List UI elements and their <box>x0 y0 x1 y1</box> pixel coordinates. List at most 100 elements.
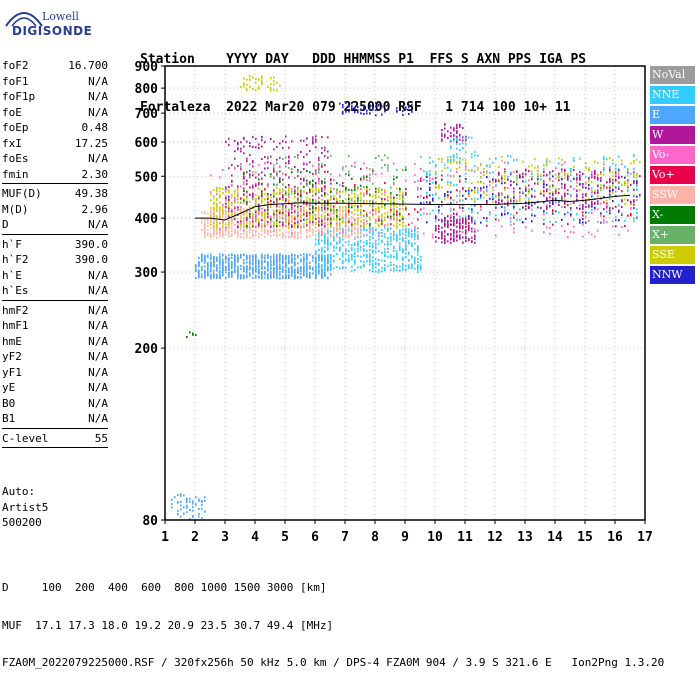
echo-point <box>276 212 278 214</box>
echo-point <box>420 266 422 268</box>
echo-point <box>531 220 533 222</box>
echo-point <box>408 240 410 242</box>
echo-point <box>636 174 638 176</box>
echo-point <box>330 183 332 185</box>
echo-point <box>243 202 245 204</box>
echo-point <box>549 221 551 223</box>
echo-point <box>243 190 245 192</box>
echo-point <box>369 216 371 218</box>
echo-point <box>471 240 473 242</box>
echo-point <box>270 156 272 158</box>
echo-point <box>351 254 353 256</box>
echo-point <box>348 198 350 200</box>
echo-point <box>270 206 272 208</box>
echo-point <box>300 231 302 233</box>
echo-point <box>375 219 377 221</box>
echo-point <box>339 267 341 269</box>
echo-point <box>330 225 332 227</box>
echo-point <box>636 212 638 214</box>
echo-point <box>603 201 605 203</box>
echo-point <box>630 203 632 205</box>
echo-point <box>381 241 383 243</box>
echo-point <box>549 179 551 181</box>
echo-point <box>489 198 491 200</box>
echo-point <box>618 174 620 176</box>
echo-point <box>288 162 290 164</box>
echo-point <box>216 193 218 195</box>
echo-point <box>477 212 479 214</box>
echo-point <box>288 235 290 237</box>
echo-point <box>336 218 338 220</box>
echo-point <box>333 228 335 230</box>
echo-point <box>267 231 269 233</box>
echo-point <box>390 187 392 189</box>
echo-point <box>318 267 320 269</box>
echo-point <box>384 216 386 218</box>
echo-point <box>357 255 359 257</box>
echo-point <box>255 171 257 173</box>
echo-point <box>327 193 329 195</box>
echo-point <box>384 194 386 196</box>
echo-point <box>609 194 611 196</box>
echo-point <box>582 215 584 217</box>
echo-point <box>252 194 254 196</box>
echo-point <box>231 174 233 176</box>
echo-point <box>576 213 578 215</box>
echo-point <box>528 185 530 187</box>
echo-point <box>291 209 293 211</box>
echo-point <box>291 271 293 273</box>
echo-point <box>456 239 458 241</box>
echo-point <box>237 148 239 150</box>
echo-point <box>372 243 374 245</box>
echo-point <box>363 225 365 227</box>
echo-point <box>288 271 290 273</box>
echo-point <box>450 197 452 199</box>
echo-point <box>393 176 395 178</box>
echo-point <box>615 206 617 208</box>
echo-point <box>567 173 569 175</box>
echo-point <box>546 226 548 228</box>
echo-point <box>207 256 209 258</box>
echo-point <box>354 242 356 244</box>
echo-point <box>384 236 386 238</box>
echo-point <box>273 171 275 173</box>
echo-point <box>558 179 560 181</box>
echo-point <box>441 231 443 233</box>
echo-point <box>378 211 380 213</box>
echo-point <box>249 273 251 275</box>
echo-point <box>519 219 521 221</box>
echo-point <box>471 189 473 191</box>
echo-point <box>510 213 512 215</box>
echo-point <box>237 208 239 210</box>
echo-point <box>435 227 437 229</box>
echo-point <box>510 171 512 173</box>
echo-point <box>246 268 248 270</box>
echo-point <box>216 198 218 200</box>
echo-point <box>339 258 341 260</box>
echo-point <box>228 189 230 191</box>
echo-point <box>513 191 515 193</box>
echo-point <box>270 256 272 258</box>
echo-point <box>510 221 512 223</box>
echo-point <box>486 189 488 191</box>
echo-point <box>528 179 530 181</box>
echo-point <box>291 230 293 232</box>
echo-point <box>441 213 443 215</box>
echo-point <box>393 216 395 218</box>
echo-point <box>249 176 251 178</box>
echo-point <box>555 221 557 223</box>
echo-point <box>261 253 263 255</box>
echo-point <box>630 184 632 186</box>
echo-point <box>222 213 224 215</box>
echo-point <box>282 199 284 201</box>
echo-point <box>531 209 533 211</box>
echo-point <box>312 191 314 193</box>
echo-point <box>327 219 329 221</box>
echo-point <box>333 207 335 209</box>
echo-point <box>465 237 467 239</box>
echo-point <box>345 228 347 230</box>
echo-point <box>318 214 320 216</box>
echo-point <box>390 209 392 211</box>
echo-point <box>564 193 566 195</box>
echo-point <box>321 271 323 273</box>
